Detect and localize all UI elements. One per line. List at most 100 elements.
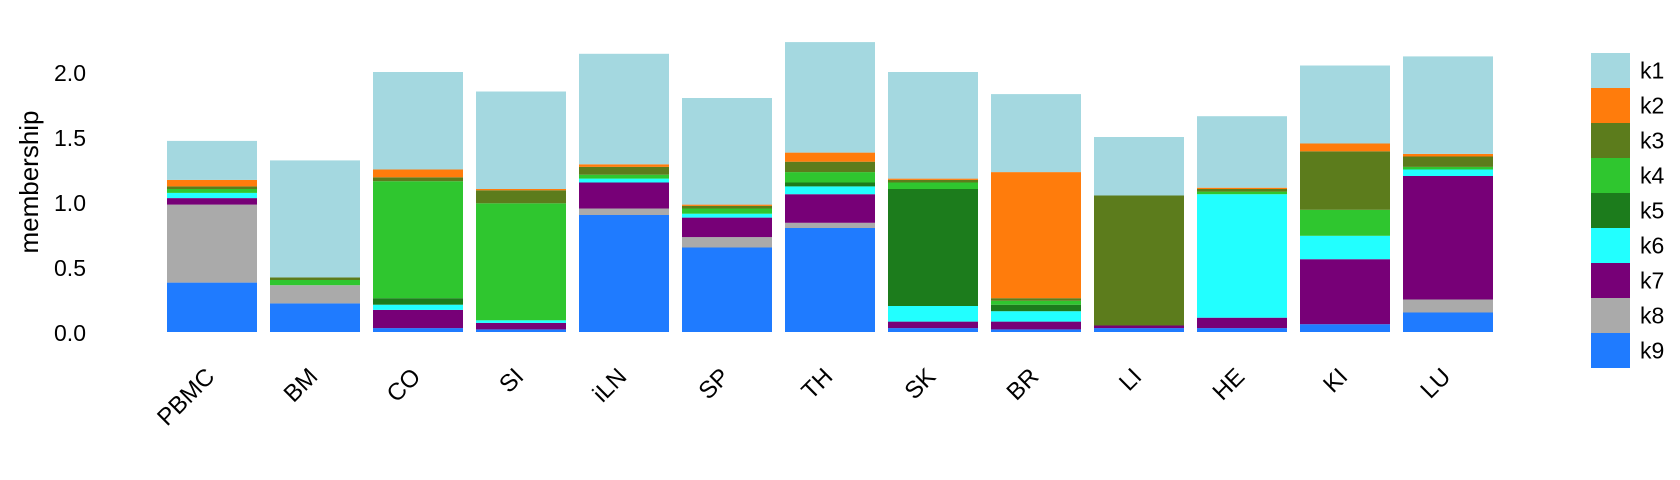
- bar-group-co: [373, 72, 463, 332]
- legend-label: k7: [1640, 268, 1664, 294]
- bar-segment-he-k6: [1197, 194, 1287, 318]
- bar-segment-he-k7: [1197, 317, 1287, 329]
- legend-label: k9: [1640, 338, 1664, 364]
- legend-label: k5: [1640, 198, 1664, 224]
- legend: k1 k2 k3 k4 k5 k6 k7 k8 k9: [1591, 53, 1665, 368]
- bar-segment-bm-k8: [270, 285, 360, 304]
- legend-item-k2: k2: [1591, 88, 1664, 123]
- bar-segment-iln-k7: [579, 182, 669, 209]
- x-tick-label: BR: [1002, 363, 1045, 406]
- bar-segment-iln-k6: [579, 178, 669, 183]
- bar-segment-th-k7: [785, 194, 875, 223]
- bar-segment-co-k2: [373, 169, 463, 178]
- bar-segment-si-k6: [476, 320, 566, 323]
- bar-segment-bm-k1: [270, 160, 360, 278]
- x-tick-label: iLN: [588, 363, 633, 408]
- bar-segment-th-k6: [785, 186, 875, 195]
- y-axis: 0.0 0.5 1.0 1.5 2.0: [54, 60, 86, 346]
- bar-segment-he-k1: [1197, 116, 1287, 188]
- x-tick-label: SI: [494, 363, 529, 398]
- legend-label: k1: [1640, 58, 1664, 84]
- bar-segment-lu-k3: [1403, 156, 1493, 167]
- bar-segment-si-k7: [476, 322, 566, 330]
- legend-label: k4: [1640, 163, 1665, 189]
- bar-segment-sp-k9: [682, 247, 772, 332]
- bar-segment-sp-k6: [682, 213, 772, 218]
- bar-segment-pbmc-k8: [167, 204, 257, 283]
- bar-segment-pbmc-k9: [167, 282, 257, 332]
- legend-label: k3: [1640, 128, 1664, 154]
- legend-swatch-k3: [1591, 123, 1630, 158]
- bar-segment-th-k5: [785, 182, 875, 187]
- bar-segment-th-k4: [785, 172, 875, 183]
- bar-segment-br-k7: [991, 321, 1081, 330]
- bar-segment-lu-k1: [1403, 56, 1493, 154]
- legend-item-k8: k8: [1591, 298, 1664, 333]
- bar-segment-iln-k8: [579, 208, 669, 215]
- legend-swatch-k1: [1591, 53, 1630, 88]
- bar-segment-he-k4: [1197, 191, 1287, 195]
- x-axis: PBMC BM CO SI iLN SP TH SK BR LI HE KI LU: [152, 363, 1456, 431]
- bar-segment-sk-k1: [888, 72, 978, 179]
- bar-segment-th-k1: [785, 42, 875, 153]
- bar-segment-co-k7: [373, 309, 463, 329]
- y-tick-label: 0.0: [54, 320, 86, 346]
- bar-segment-si-k9: [476, 329, 566, 332]
- legend-item-k6: k6: [1591, 228, 1664, 263]
- legend-swatch-k5: [1591, 193, 1630, 228]
- bar-segment-co-k5: [373, 298, 463, 305]
- bar-segment-sk-k2: [888, 178, 978, 180]
- bar-segment-br-k2: [991, 172, 1081, 299]
- bar-segment-iln-k9: [579, 215, 669, 332]
- legend-item-k4: k4: [1591, 158, 1665, 193]
- bar-segment-he-k9: [1197, 328, 1287, 332]
- bar-segment-lu-k4: [1403, 166, 1493, 170]
- bar-segment-ki-k9: [1300, 324, 1390, 332]
- bar-group-si: [476, 91, 566, 332]
- legend-item-k9: k9: [1591, 333, 1664, 368]
- bar-segment-lu-k7: [1403, 176, 1493, 300]
- legend-swatch-k7: [1591, 263, 1630, 298]
- bar-segment-si-k4: [476, 203, 566, 321]
- bar-segment-ki-k1: [1300, 65, 1390, 144]
- bar-segment-br-k6: [991, 311, 1081, 322]
- bar-segment-th-k2: [785, 152, 875, 162]
- bar-segment-pbmc-k4: [167, 189, 257, 193]
- bar-segment-iln-k4: [579, 174, 669, 179]
- bar-segment-ki-k6: [1300, 235, 1390, 260]
- bar-segment-he-k2: [1197, 187, 1287, 189]
- bar-segment-th-k9: [785, 228, 875, 332]
- legend-label: k6: [1640, 233, 1664, 259]
- x-tick-label: SK: [900, 363, 942, 405]
- x-tick-label: KI: [1318, 363, 1353, 398]
- bar-segment-sp-k4: [682, 208, 772, 214]
- legend-swatch-k4: [1591, 158, 1630, 193]
- bar-segment-pbmc-k7: [167, 198, 257, 205]
- x-tick-label: SP: [694, 363, 736, 405]
- bar-segment-th-k3: [785, 161, 875, 173]
- bar-segment-sp-k2: [682, 204, 772, 206]
- y-tick-label: 1.5: [54, 125, 86, 151]
- bar-segment-ki-k3: [1300, 151, 1390, 210]
- bar-segment-ki-k7: [1300, 259, 1390, 325]
- bar-group-bm: [270, 160, 360, 332]
- bar-group-pbmc: [167, 140, 257, 332]
- legend-label: k8: [1640, 303, 1664, 329]
- bar-group-iln: [579, 53, 669, 332]
- bar-segment-br-k3: [991, 298, 1081, 301]
- bar-segment-co-k1: [373, 72, 463, 170]
- legend-swatch-k6: [1591, 228, 1630, 263]
- bar-segment-sk-k3: [888, 179, 978, 183]
- bar-group-sk: [888, 72, 978, 332]
- legend-item-k1: k1: [1591, 53, 1664, 88]
- bar-group-th: [785, 42, 875, 332]
- bar-segment-pbmc-k2: [167, 179, 257, 187]
- legend-swatch-k2: [1591, 88, 1630, 123]
- bar-segment-si-k3: [476, 190, 566, 204]
- x-tick-label: LU: [1415, 363, 1456, 404]
- bar-segment-li-k9: [1094, 328, 1184, 332]
- x-tick-label: LI: [1114, 363, 1147, 396]
- legend-item-k3: k3: [1591, 123, 1664, 158]
- bar-segment-sk-k9: [888, 328, 978, 332]
- bar-segment-sp-k1: [682, 98, 772, 205]
